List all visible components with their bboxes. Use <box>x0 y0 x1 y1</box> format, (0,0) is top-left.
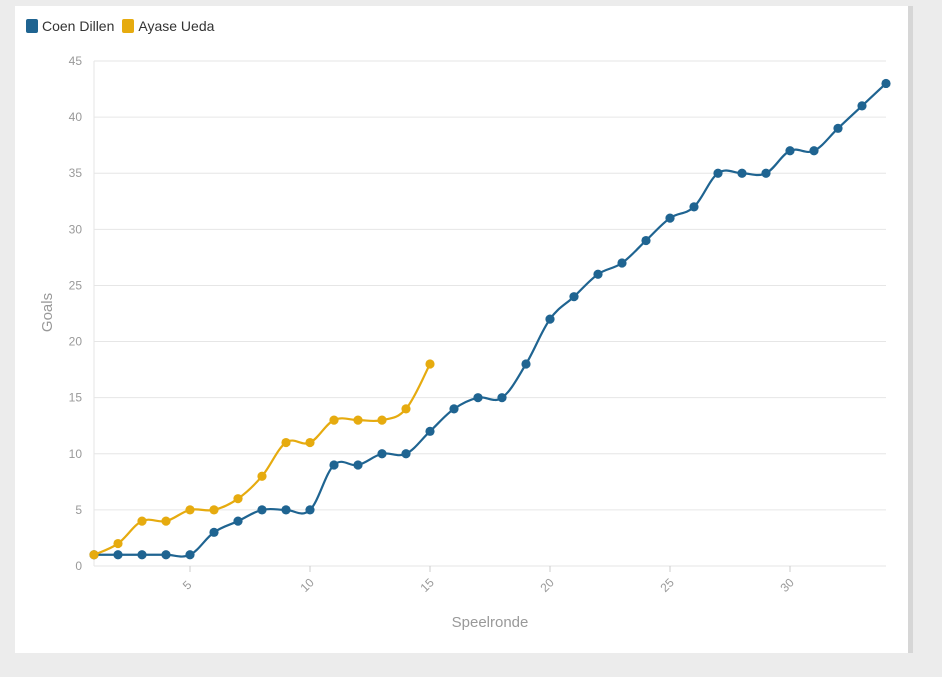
y-tick-label: 0 <box>75 559 82 573</box>
data-point-coen-dillen[interactable] <box>833 123 843 133</box>
legend-label-coen-dillen: Coen Dillen <box>42 18 115 34</box>
x-tick-label: 15 <box>417 575 437 595</box>
data-point-coen-dillen[interactable] <box>569 292 579 302</box>
y-tick-label: 5 <box>75 503 82 517</box>
x-axis-title: Speelronde <box>452 614 529 631</box>
y-axis-title: Goals <box>39 293 56 332</box>
y-tick-label: 25 <box>69 278 83 292</box>
data-point-ayase-ueda[interactable] <box>185 505 195 515</box>
x-tick-label: 10 <box>297 575 317 595</box>
legend-swatch-coen-dillen <box>26 19 38 33</box>
data-point-coen-dillen[interactable] <box>809 146 819 156</box>
data-point-coen-dillen[interactable] <box>473 393 483 403</box>
x-axis-ticks: 5 10 15 20 25 30 <box>180 566 797 595</box>
y-tick-label: 30 <box>69 222 83 236</box>
x-tick-label: 30 <box>777 575 797 595</box>
y-tick-label: 10 <box>69 447 83 461</box>
data-point-coen-dillen[interactable] <box>497 393 507 403</box>
data-point-coen-dillen[interactable] <box>617 258 627 268</box>
legend-label-ayase-ueda: Ayase Ueda <box>138 18 215 34</box>
data-point-coen-dillen[interactable] <box>521 359 531 369</box>
series-line-ayase-ueda <box>93 363 431 556</box>
y-tick-label: 40 <box>69 110 83 124</box>
data-point-ayase-ueda[interactable] <box>305 437 315 448</box>
y-tick-label: 20 <box>69 335 83 349</box>
data-point-ayase-ueda[interactable] <box>113 538 123 549</box>
series-group <box>89 78 891 560</box>
data-point-coen-dillen[interactable] <box>353 460 363 470</box>
data-point-ayase-ueda[interactable] <box>353 415 363 425</box>
card-edge <box>908 6 913 653</box>
data-point-coen-dillen[interactable] <box>425 426 435 436</box>
data-point-ayase-ueda[interactable] <box>161 516 171 526</box>
data-point-coen-dillen[interactable] <box>857 101 867 111</box>
data-point-coen-dillen[interactable] <box>401 449 411 459</box>
data-point-ayase-ueda[interactable] <box>401 404 411 414</box>
data-point-coen-dillen[interactable] <box>305 505 315 515</box>
y-tick-label: 15 <box>69 391 83 405</box>
data-point-ayase-ueda[interactable] <box>209 505 219 515</box>
legend-item-coen-dillen[interactable]: Coen Dillen <box>26 18 114 34</box>
data-point-ayase-ueda[interactable] <box>137 516 147 526</box>
chart-legend: Coen Dillen Ayase Ueda <box>26 18 222 34</box>
data-point-ayase-ueda[interactable] <box>89 550 99 560</box>
data-point-coen-dillen[interactable] <box>449 404 459 414</box>
data-point-ayase-ueda[interactable] <box>257 471 267 481</box>
y-tick-label: 35 <box>69 166 83 180</box>
series-line-coen-dillen <box>94 82 887 558</box>
data-point-coen-dillen[interactable] <box>281 505 291 515</box>
y-axis-ticks: 0 5 10 15 20 25 30 35 40 45 <box>69 54 83 573</box>
y-tick-label: 45 <box>69 54 83 68</box>
data-point-ayase-ueda[interactable] <box>329 415 339 425</box>
legend-swatch-ayase-ueda <box>122 19 135 33</box>
data-point-coen-dillen[interactable] <box>689 202 699 212</box>
data-point-coen-dillen[interactable] <box>545 314 555 324</box>
data-point-coen-dillen[interactable] <box>593 269 603 279</box>
x-tick-label: 5 <box>180 578 195 593</box>
data-point-coen-dillen[interactable] <box>209 527 219 537</box>
data-point-coen-dillen[interactable] <box>137 550 147 560</box>
data-point-ayase-ueda[interactable] <box>425 359 435 369</box>
data-point-coen-dillen[interactable] <box>737 168 747 178</box>
data-point-coen-dillen[interactable] <box>377 449 387 459</box>
data-point-coen-dillen[interactable] <box>113 550 123 560</box>
grid-lines <box>94 60 886 567</box>
data-point-coen-dillen[interactable] <box>185 550 195 560</box>
data-point-coen-dillen[interactable] <box>881 78 891 89</box>
data-point-coen-dillen[interactable] <box>641 235 651 246</box>
x-tick-label: 20 <box>537 575 557 595</box>
data-point-ayase-ueda[interactable] <box>281 437 291 448</box>
data-point-ayase-ueda[interactable] <box>377 415 387 425</box>
data-point-coen-dillen[interactable] <box>161 550 171 560</box>
data-point-coen-dillen[interactable] <box>329 460 339 470</box>
chart-card <box>15 6 908 653</box>
data-point-coen-dillen[interactable] <box>761 168 771 178</box>
data-point-coen-dillen[interactable] <box>665 213 675 223</box>
data-point-coen-dillen[interactable] <box>713 168 723 178</box>
data-point-coen-dillen[interactable] <box>257 505 267 515</box>
data-point-ayase-ueda[interactable] <box>233 494 243 504</box>
data-point-coen-dillen[interactable] <box>785 146 795 156</box>
legend-item-ayase-ueda[interactable]: Ayase Ueda <box>122 18 214 34</box>
x-tick-label: 25 <box>657 575 677 595</box>
data-point-coen-dillen[interactable] <box>233 516 243 526</box>
